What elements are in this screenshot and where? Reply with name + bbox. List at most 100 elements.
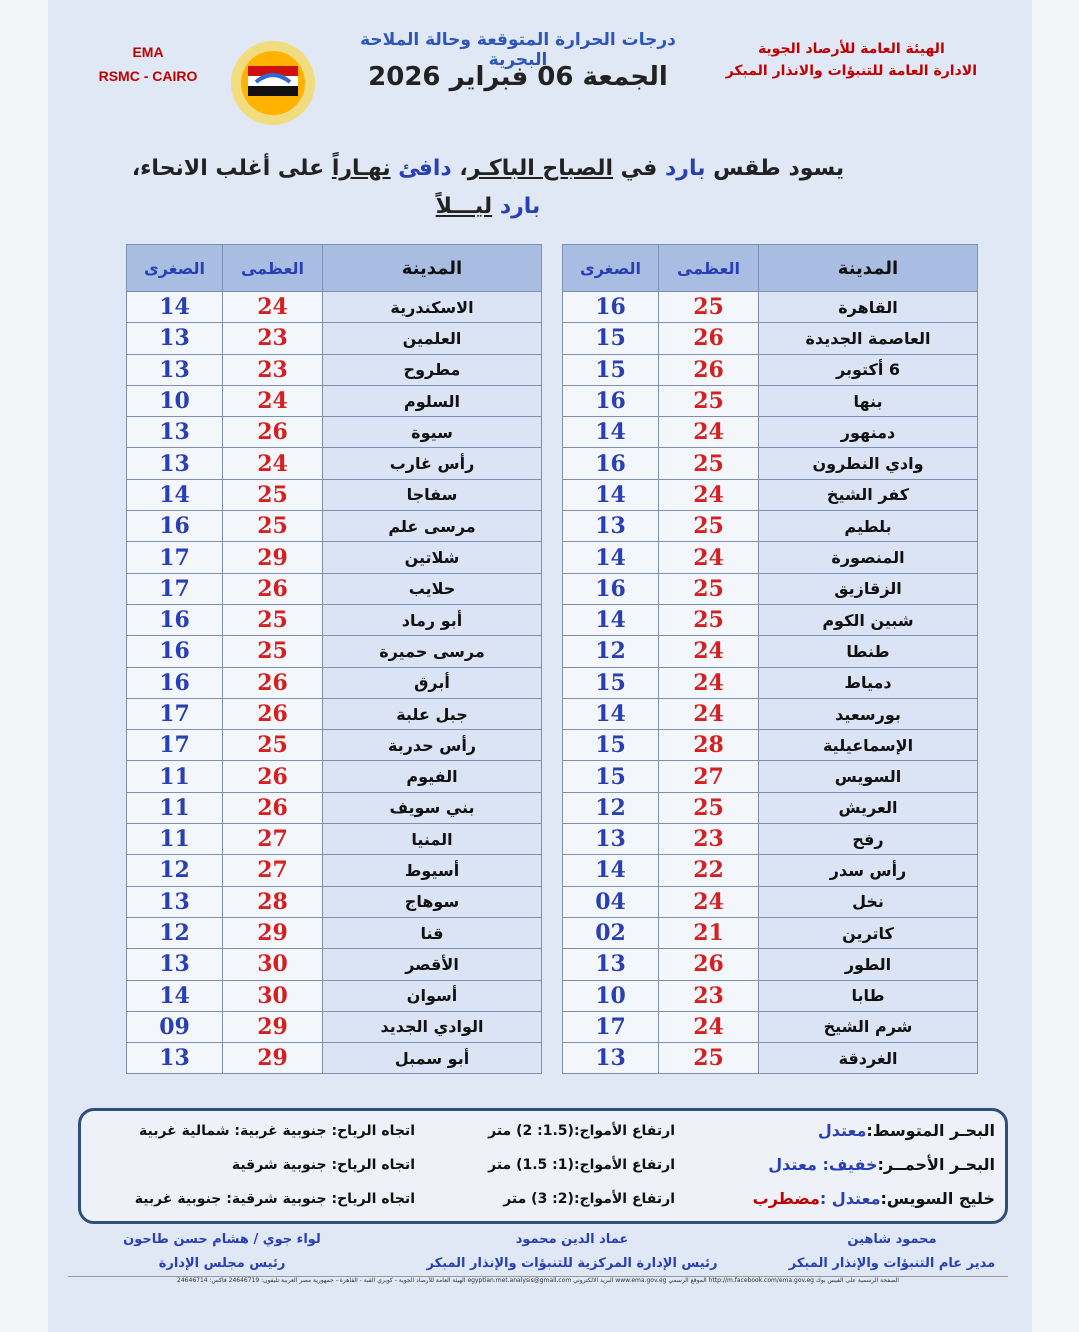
min: 13 <box>126 353 223 386</box>
city-row: كفر الشيخ 24 14 <box>562 478 978 512</box>
waves: ارتفاع الأمواج:(1.5: 2) متر <box>488 1123 675 1139</box>
temperature-table: المدينة العظمى الصغرى الاسكندرية 24 14 العلمين… <box>126 244 542 1075</box>
city: أبرق <box>322 666 542 699</box>
max: 25 <box>658 791 759 825</box>
max: 25 <box>222 635 323 668</box>
min: 14 <box>562 541 659 574</box>
state: معتدل : <box>819 1189 881 1208</box>
city-row: القاهرة 25 16 <box>562 290 978 324</box>
city: دمنهور <box>758 416 978 449</box>
city: رأس سدر <box>758 854 978 887</box>
text: بارد <box>499 194 541 219</box>
min: 09 <box>126 1010 223 1044</box>
min: 15 <box>562 760 659 793</box>
waves: ارتفاع الأمواج:(1: 1.5) متر <box>488 1157 675 1173</box>
city: سيوة <box>322 416 542 449</box>
min: 13 <box>562 948 659 981</box>
max: 25 <box>222 510 323 543</box>
city-row: 6 أكتوبر 26 15 <box>562 353 978 386</box>
text: على أغلب الانحاء، <box>131 156 332 181</box>
max: 24 <box>222 447 323 480</box>
min: 13 <box>126 948 223 981</box>
city-row: الأقصر 30 13 <box>126 948 542 981</box>
max: 24 <box>658 478 759 512</box>
min: 14 <box>126 979 223 1012</box>
min: 13 <box>562 823 659 856</box>
min: 16 <box>126 603 223 637</box>
min: 17 <box>562 1010 659 1044</box>
max: 23 <box>222 322 323 355</box>
city-row: رأس حدربة 25 17 <box>126 729 542 762</box>
text: في <box>613 156 665 181</box>
max: 25 <box>658 447 759 480</box>
min: 15 <box>562 322 659 355</box>
max: 25 <box>658 1042 759 1075</box>
min: 04 <box>562 885 659 918</box>
max: 23 <box>658 823 759 856</box>
city: شلاتين <box>322 541 542 574</box>
city-row: سيوة 26 13 <box>126 416 542 449</box>
wind: اتجاه الرياح: جنوبية شرقية: جنوبية غربية <box>134 1191 415 1207</box>
city-row: وادي النطرون 25 16 <box>562 447 978 480</box>
text: يسود طقس <box>705 156 845 181</box>
max: 25 <box>222 603 323 637</box>
city-row: الإسماعيلية 28 15 <box>562 729 978 762</box>
min: 12 <box>126 854 223 887</box>
state: معتدل <box>817 1121 867 1140</box>
city: طنطا <box>758 635 978 668</box>
city: أبو رماد <box>322 603 542 637</box>
org-block: الهيئة العامة للأرصاد الجوية الادارة الع… <box>726 38 977 82</box>
city-row: الاسكندرية 24 14 <box>126 290 542 324</box>
min: 13 <box>126 322 223 355</box>
title: درجات الحرارة المتوقعة وحالة الملاحة الب… <box>360 30 676 70</box>
text: دافئ <box>398 156 452 181</box>
max: 24 <box>222 384 323 418</box>
wind: اتجاه الرياح: جنوبية شرقية <box>231 1157 415 1173</box>
sea-name: البحـر الأحمــر: <box>877 1155 996 1174</box>
column-header: الصغرى <box>562 244 659 292</box>
sea-name: خليج السويس: <box>880 1189 995 1208</box>
min: 17 <box>126 729 223 762</box>
city-row: العلمين 23 13 <box>126 322 542 355</box>
city-row: دمنهور 24 14 <box>562 416 978 449</box>
city: الأقصر <box>322 948 542 981</box>
min: 16 <box>562 572 659 605</box>
city: الطور <box>758 948 978 981</box>
signer-name: محمود شاهين <box>847 1232 937 1247</box>
city: السلوم <box>322 384 542 418</box>
column-header: العظمى <box>658 244 759 292</box>
state: خفيف: معتدل <box>768 1155 878 1174</box>
signer-name: عماد الدين محمود <box>515 1232 629 1247</box>
min: 16 <box>126 635 223 668</box>
column-header: العظمى <box>222 244 323 292</box>
min: 14 <box>562 416 659 449</box>
city: سوهاج <box>322 885 542 918</box>
city-row: جبل علبة 26 17 <box>126 697 542 731</box>
column-header: المدينة <box>758 244 978 292</box>
min: 10 <box>562 979 659 1012</box>
max: 24 <box>222 290 323 324</box>
city-row: شرم الشيخ 24 17 <box>562 1010 978 1044</box>
city: قنا <box>322 916 542 950</box>
ema-block: EMA RSMC - CAIRO <box>88 40 208 88</box>
city: كاترين <box>758 916 978 950</box>
city: بنها <box>758 384 978 418</box>
rsmc: RSMC - CAIRO <box>98 68 198 84</box>
org-line: الادارة العامة للتنبؤات والانذار المبكر <box>725 63 977 79</box>
signer-name: لواء جوي / هشام حسن طاحون <box>123 1232 321 1247</box>
signer-role: مدير عام التنبؤات والإنذار المبكر <box>788 1256 996 1271</box>
city: العريش <box>758 791 978 825</box>
city: بني سويف <box>322 791 542 825</box>
city-row: دمياط 24 15 <box>562 666 978 699</box>
text: الصباح الباكـر <box>467 156 613 181</box>
ema: EMA <box>132 44 164 60</box>
city: شرم الشيخ <box>758 1010 978 1044</box>
max: 26 <box>658 322 759 355</box>
max: 29 <box>222 541 323 574</box>
city-row: مطروح 23 13 <box>126 353 542 386</box>
city-row: أسوان 30 14 <box>126 979 542 1012</box>
min: 15 <box>562 353 659 386</box>
sea-state: البحـر المتوسط:معتدل <box>818 1121 995 1140</box>
sea-name: البحـر المتوسط: <box>866 1121 995 1140</box>
